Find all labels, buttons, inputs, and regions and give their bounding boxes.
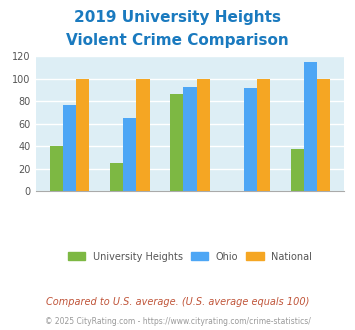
Bar xyxy=(304,62,317,191)
Text: © 2025 CityRating.com - https://www.cityrating.com/crime-statistics/: © 2025 CityRating.com - https://www.city… xyxy=(45,317,310,326)
Bar xyxy=(317,79,330,191)
Bar xyxy=(257,79,270,191)
Bar xyxy=(290,148,304,191)
Bar xyxy=(136,79,149,191)
Text: 2019 University Heights: 2019 University Heights xyxy=(74,10,281,25)
Bar xyxy=(110,163,123,191)
Bar xyxy=(50,146,63,191)
Bar xyxy=(76,79,89,191)
Bar xyxy=(244,88,257,191)
Bar xyxy=(197,79,210,191)
Bar xyxy=(183,86,197,191)
Legend: University Heights, Ohio, National: University Heights, Ohio, National xyxy=(64,248,316,265)
Bar xyxy=(170,94,183,191)
Bar xyxy=(123,118,136,191)
Bar xyxy=(63,105,76,191)
Text: Violent Crime Comparison: Violent Crime Comparison xyxy=(66,33,289,48)
Text: Compared to U.S. average. (U.S. average equals 100): Compared to U.S. average. (U.S. average … xyxy=(46,297,309,307)
